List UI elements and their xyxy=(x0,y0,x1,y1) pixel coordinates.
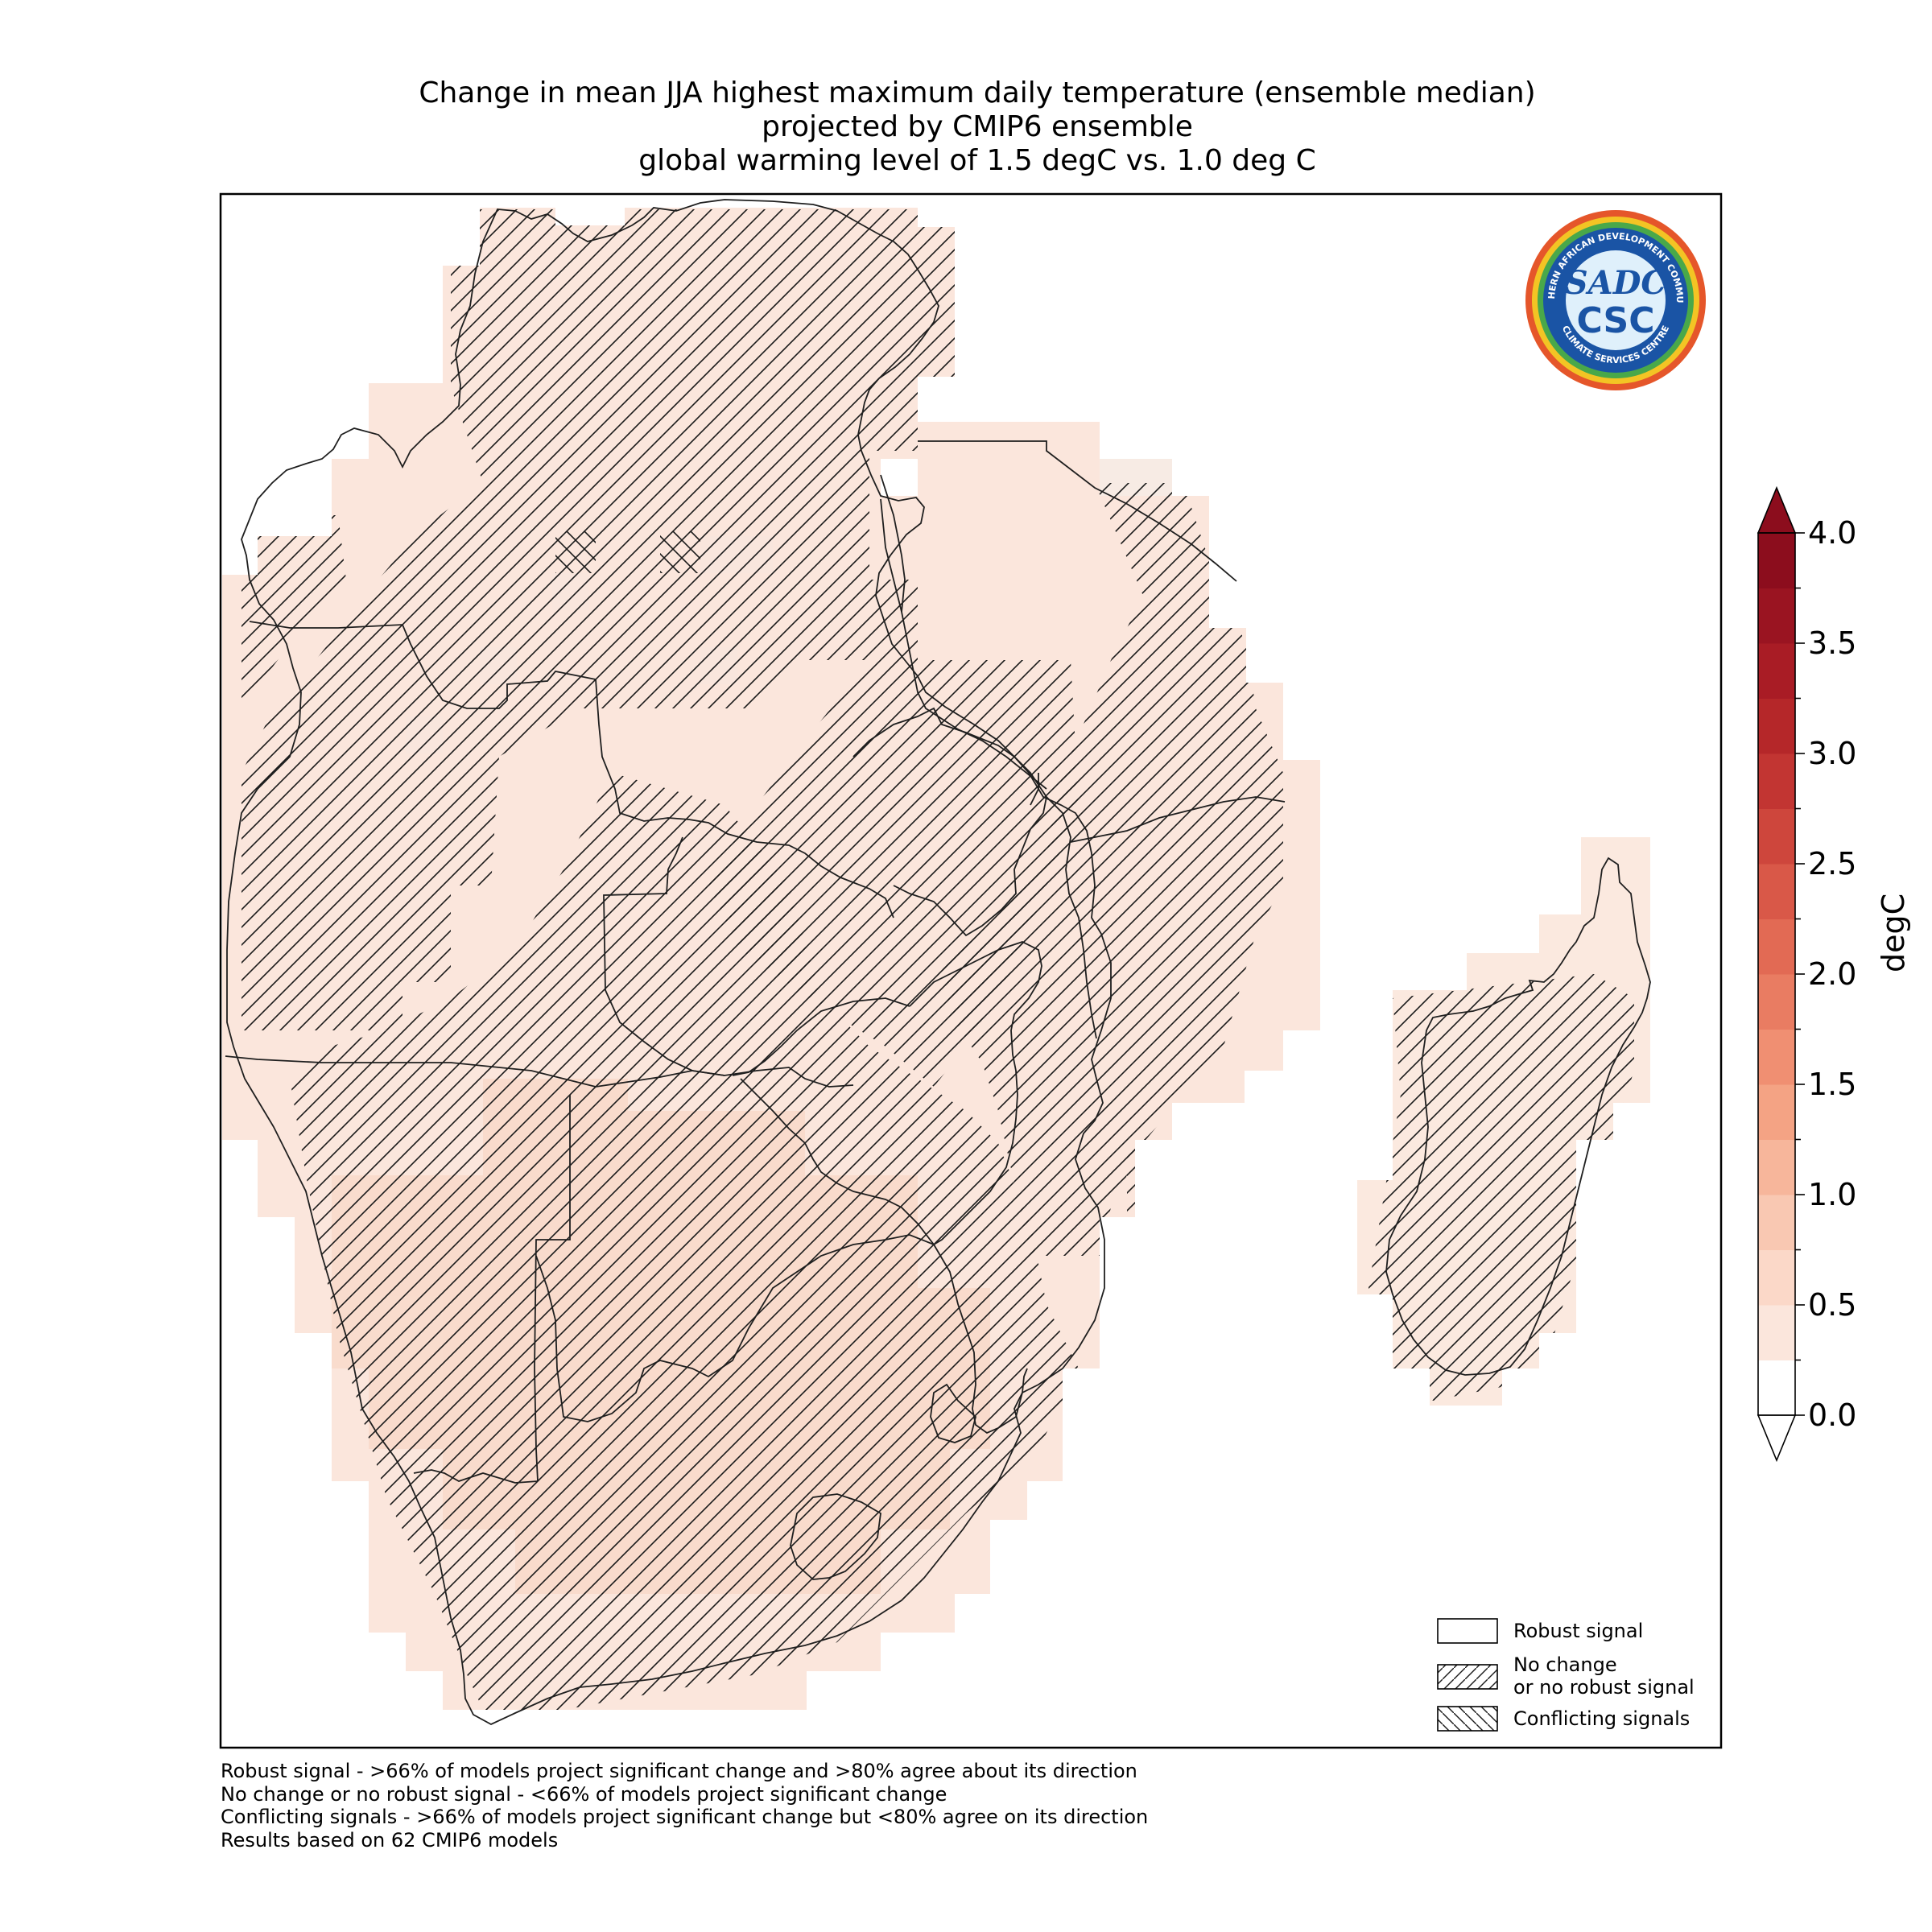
map-title: Change in mean JJA highest maximum daily… xyxy=(219,76,1736,178)
colorbar-segment xyxy=(1758,588,1795,644)
colorbar-segment xyxy=(1758,864,1795,919)
border-tanzania-kenya xyxy=(918,440,1237,582)
hatch-no-robust-signal-mainland xyxy=(242,209,1283,1710)
lake-tanganyika xyxy=(880,474,906,613)
legend-label-no-robust: No change or no robust signal xyxy=(1513,1653,1695,1699)
footnotes: Robust signal - >66% of models project s… xyxy=(221,1760,1148,1852)
title-line-3: global warming level of 1.5 degC vs. 1.0… xyxy=(638,144,1316,177)
colorbar-tick-label: 0.0 xyxy=(1808,1397,1857,1433)
footnote-robust: Robust signal - >66% of models project s… xyxy=(221,1760,1137,1782)
border-sa-moz xyxy=(933,1244,1028,1435)
legend-label-robust: Robust signal xyxy=(1513,1620,1644,1642)
colorbar-label: degC xyxy=(1876,893,1911,972)
border-malawi xyxy=(1046,796,1097,1039)
border-zambia-malawi xyxy=(1030,773,1039,806)
border-lesotho xyxy=(790,1493,881,1580)
colorbar-segment xyxy=(1758,1139,1795,1195)
footnote-models: Results based on 62 CMIP6 models xyxy=(221,1828,559,1852)
map-axes-frame xyxy=(219,192,1723,1749)
colorbar-tick-label: 3.0 xyxy=(1808,736,1857,771)
colorbar-tick-label: 0.5 xyxy=(1808,1287,1857,1323)
border-angola-north xyxy=(249,621,894,919)
sadc-csc-logo: SOUTHERN AFRICAN DEVELOPMENT COMMUNITY C… xyxy=(1525,210,1706,390)
logo-center-top: SADC xyxy=(1565,264,1667,302)
colorbar-tick-label: 1.5 xyxy=(1808,1067,1857,1102)
colorbar-segment xyxy=(1758,643,1795,699)
colorbar-segment xyxy=(1758,1305,1795,1360)
logo-center-bottom: CSC xyxy=(1576,300,1654,341)
colorbar-segment xyxy=(1758,753,1795,809)
colorbar-tick-label: 1.0 xyxy=(1808,1177,1857,1212)
colorbar-tick-label: 3.5 xyxy=(1808,625,1857,661)
hatch-conflicting-signals xyxy=(555,531,700,573)
colorbar-extend-min xyxy=(1757,1414,1797,1463)
colorbar-segment xyxy=(1758,1360,1795,1416)
border-botswana-west xyxy=(534,1095,571,1482)
legend-label-conflicting: Conflicting signals xyxy=(1513,1707,1690,1730)
border-tz-moz xyxy=(1070,796,1286,843)
colorbar-extend-max xyxy=(1757,485,1797,534)
footnote-no-robust: No change or no robust signal - <66% of … xyxy=(221,1782,947,1806)
border-zambia xyxy=(603,836,854,1088)
border-botswana-south xyxy=(535,1234,935,1422)
colorbar xyxy=(1757,485,1805,1463)
colorbar-segment xyxy=(1758,1195,1795,1250)
madagascar-coastline xyxy=(1385,857,1651,1376)
colorbar-segment xyxy=(1758,1084,1795,1140)
legend-swatch-no-robust xyxy=(1437,1664,1498,1690)
border-zambia-drc xyxy=(852,707,1047,937)
footnote-conflicting: Conflicting signals - >66% of models pro… xyxy=(221,1806,1149,1828)
legend-swatch-robust xyxy=(1437,1618,1498,1644)
border-drc-east xyxy=(880,498,1047,790)
border-mozambique-zim xyxy=(740,941,1042,1246)
title-line-1: Change in mean JJA highest maximum daily… xyxy=(419,76,1536,109)
colorbar-segment xyxy=(1758,808,1795,865)
border-eswatini xyxy=(930,1383,977,1443)
mainland-coastline xyxy=(226,199,1112,1726)
colorbar-segment xyxy=(1758,1029,1795,1085)
colorbar-segment xyxy=(1758,919,1795,975)
boundaries xyxy=(225,199,1286,1726)
colorbar-segment xyxy=(1758,974,1795,1030)
border-namibia-botswana xyxy=(225,1055,725,1088)
legend-swatch-conflicting xyxy=(1437,1706,1498,1732)
colorbar-segment xyxy=(1758,1249,1795,1306)
colorbar-segment xyxy=(1758,533,1795,588)
colorbar-tick-label: 4.0 xyxy=(1808,515,1857,551)
colorbar-segment xyxy=(1758,698,1795,754)
colorbar-tick-label: 2.5 xyxy=(1808,846,1857,881)
colorbar-tick-label: 2.0 xyxy=(1808,956,1857,992)
legend xyxy=(1437,1618,1498,1732)
hatch-no-robust-signal-madagascar xyxy=(1368,974,1634,1401)
border-zim-north xyxy=(732,997,910,1076)
border-namibia-sa xyxy=(413,1469,539,1484)
title-line-2: projected by CMIP6 ensemble xyxy=(762,110,1193,143)
no-data-cell xyxy=(881,459,918,496)
